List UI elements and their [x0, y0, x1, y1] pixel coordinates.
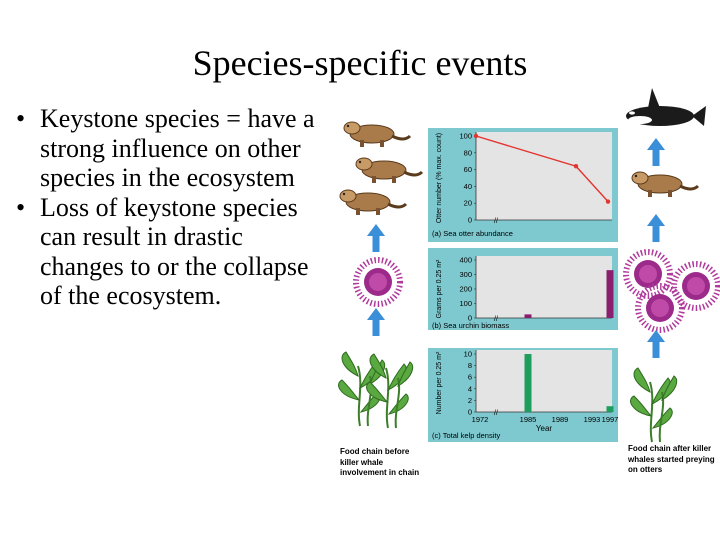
sea-otter-icon: [342, 120, 412, 149]
y-tick-label: 4: [468, 384, 472, 393]
bar: [606, 270, 614, 318]
bullet-item: • Loss of keystone species can result in…: [14, 193, 324, 311]
bullet-text: Loss of keystone species can result in d…: [40, 192, 309, 311]
bar: [606, 406, 614, 412]
axis-break: //: [494, 410, 498, 417]
caption-after: Food chain after killer whales started p…: [628, 444, 715, 474]
up-arrow-icon: [647, 214, 665, 242]
y-tick-label: 40: [464, 182, 472, 191]
y-tick-label: 100: [459, 132, 472, 141]
x-tick-label: 1985: [520, 415, 537, 424]
killer-whale-icon: [626, 88, 706, 126]
x-tick-label: 1972: [472, 415, 489, 424]
y-tick-label: 10: [464, 350, 472, 359]
up-arrow-icon: [367, 224, 385, 252]
y-tick-label: 100: [459, 299, 472, 308]
bullet-dot: •: [16, 104, 26, 133]
plot-area: [476, 350, 612, 412]
y-tick-label: 0: [468, 216, 472, 225]
x-tick-label: 1989: [552, 415, 569, 424]
kelp-icon: [629, 367, 678, 443]
slide-title: Species-specific events: [192, 43, 528, 83]
y-tick-label: 60: [464, 165, 472, 174]
line-point: [605, 199, 611, 204]
sea-urchin-icon: [638, 286, 682, 330]
y-tick-label: 80: [464, 148, 472, 157]
y-tick-label: 20: [464, 199, 472, 208]
y-tick-label: 2: [468, 396, 472, 405]
y-tick-label: 0: [468, 408, 472, 417]
bullet-dot: •: [16, 192, 26, 222]
chart-title: (c) Total kelp density: [432, 431, 500, 440]
y-tick-label: 6: [468, 373, 472, 382]
y-axis-label: Otter number (% max. count): [436, 133, 443, 223]
food-chain-figure: //0 20 40 60 80 100 Otter number (% max. count…: [330, 86, 720, 496]
x-tick-label: 1997: [602, 415, 619, 424]
y-tick-label: 8: [468, 361, 472, 370]
bullet-list: • Keystone species = have a strong influ…: [14, 104, 324, 311]
y-tick-label: 0: [468, 314, 472, 323]
sea-otter-icon: [338, 188, 408, 217]
sea-otter-icon: [630, 170, 700, 199]
up-arrow-icon: [367, 308, 385, 336]
y-axis-label: Number per 0.25 m²: [436, 351, 443, 414]
kelp-icon: [365, 353, 414, 429]
bullet-item: • Keystone species = have a strong influ…: [14, 104, 324, 193]
caption-before: Food chain before killer whale involveme…: [340, 447, 420, 477]
axis-break: //: [494, 316, 498, 323]
x-tick-label: 1993: [584, 415, 601, 424]
bullet-text: Keystone species = have a strong influen…: [40, 104, 315, 192]
axis-break: //: [494, 218, 498, 225]
sea-urchin-icon: [626, 252, 670, 296]
sea-urchin-icon: [356, 260, 400, 304]
plot-area: [476, 256, 612, 318]
x-axis-label: Year: [536, 424, 553, 433]
plot-area: [476, 132, 612, 220]
line-point: [573, 164, 579, 169]
line-point: [473, 133, 479, 139]
bar: [524, 314, 532, 318]
y-tick-label: 400: [459, 256, 472, 265]
bar: [524, 354, 532, 412]
sea-otter-icon: [354, 156, 424, 185]
y-tick-label: 300: [459, 270, 472, 279]
up-arrow-icon: [647, 330, 665, 358]
y-axis-label: Grams per 0.25 m²: [436, 259, 443, 318]
up-arrow-icon: [647, 138, 665, 166]
y-tick-label: 200: [459, 285, 472, 294]
chart-title: (b) Sea urchin biomass: [432, 321, 509, 330]
chart-title: (a) Sea otter abundance: [432, 229, 513, 238]
